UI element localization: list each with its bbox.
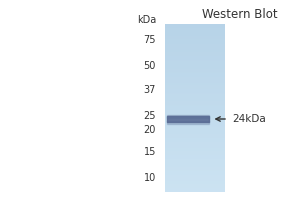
- Text: 50: 50: [144, 61, 156, 71]
- Text: 20: 20: [144, 125, 156, 135]
- Text: 24kDa: 24kDa: [232, 114, 266, 124]
- Bar: [167, 121, 208, 124]
- Bar: [167, 114, 208, 117]
- Text: 37: 37: [144, 85, 156, 95]
- Text: 25: 25: [143, 111, 156, 121]
- Text: 15: 15: [144, 147, 156, 157]
- Bar: [167, 116, 208, 122]
- Text: 75: 75: [143, 35, 156, 45]
- Text: 10: 10: [144, 173, 156, 183]
- Text: Western Blot: Western Blot: [202, 8, 278, 21]
- Text: kDa: kDa: [137, 15, 156, 25]
